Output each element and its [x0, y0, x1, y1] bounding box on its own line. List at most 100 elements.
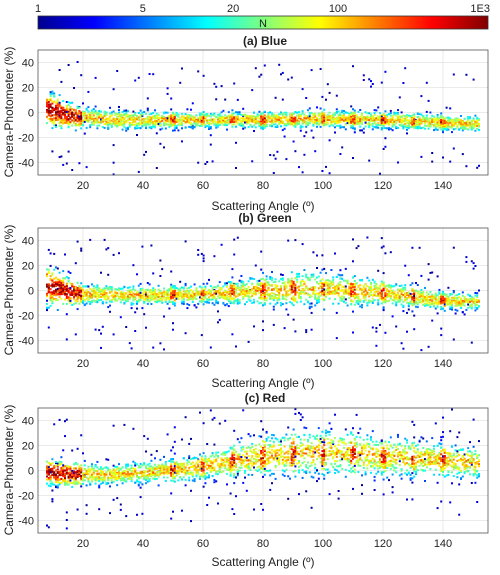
- heatmap-cell: [370, 281, 372, 284]
- heatmap-cell: [170, 124, 173, 127]
- heatmap-cell: [425, 81, 428, 84]
- heatmap-cell: [110, 119, 113, 122]
- heatmap-cell: [96, 300, 99, 303]
- heatmap-cell: [119, 291, 122, 294]
- heatmap-cell: [51, 100, 54, 103]
- heatmap-cell: [175, 296, 178, 299]
- heatmap-cell: [170, 294, 173, 297]
- heatmap-cell: [132, 292, 135, 295]
- heatmap-cell: [60, 292, 63, 295]
- heatmap-cell: [233, 253, 236, 256]
- heatmap-cell: [73, 285, 75, 288]
- heatmap-cell: [425, 120, 428, 123]
- heatmap-cell: [425, 110, 428, 113]
- heatmap-cell: [49, 252, 52, 255]
- heatmap-cell: [67, 101, 70, 104]
- heatmap-cell: [195, 298, 198, 300]
- heatmap-cell: [276, 290, 279, 293]
- heatmap-cell: [154, 126, 156, 129]
- heatmap-cell: [105, 120, 108, 123]
- heatmap-cell: [236, 118, 239, 121]
- heatmap-cell: [319, 119, 322, 122]
- heatmap-cell: [215, 121, 218, 124]
- heatmap-cell: [47, 109, 50, 112]
- heatmap-cell: [353, 120, 356, 123]
- heatmap-cell: [276, 150, 279, 153]
- heatmap-cell: [218, 290, 221, 292]
- heatmap-cell: [247, 292, 250, 295]
- heatmap-cell: [217, 301, 219, 303]
- heatmap-cell: [152, 125, 155, 128]
- heatmap-cell: [94, 76, 97, 79]
- heatmap-cell: [244, 293, 246, 296]
- heatmap-cell: [217, 116, 219, 119]
- heatmap-cell: [323, 299, 326, 301]
- heatmap-cell: [328, 292, 331, 295]
- heatmap-cell: [209, 118, 212, 121]
- heatmap-cell: [46, 295, 48, 298]
- heatmap-cell: [460, 115, 462, 117]
- heatmap-cell: [49, 304, 52, 307]
- heatmap-cell: [101, 120, 104, 123]
- heatmap-cell: [49, 275, 52, 278]
- heatmap-cell: [274, 287, 277, 290]
- heatmap-cell: [197, 292, 200, 295]
- heatmap-cell: [107, 273, 110, 276]
- heatmap-cell: [469, 116, 471, 119]
- heatmap-cell: [289, 285, 291, 288]
- heatmap-cell: [130, 301, 133, 304]
- heatmap-cell: [64, 287, 66, 290]
- heatmap-cell: [128, 297, 131, 300]
- heatmap-cell: [67, 103, 70, 106]
- heatmap-cell: [299, 284, 302, 287]
- heatmap-cell: [357, 119, 360, 122]
- heatmap-cell: [348, 122, 351, 125]
- heatmap-cell: [65, 295, 68, 298]
- heatmap-cell: [224, 122, 227, 125]
- heatmap-cell: [209, 134, 212, 137]
- heatmap-cell: [69, 116, 72, 119]
- heatmap-cell: [258, 120, 261, 123]
- heatmap-cell: [116, 70, 119, 72]
- heatmap-cell: [366, 304, 369, 307]
- heatmap-cell: [226, 121, 228, 124]
- heatmap-cell: [276, 117, 279, 120]
- heatmap-cell: [307, 118, 309, 121]
- heatmap-cell: [278, 288, 281, 291]
- heatmap-cell: [105, 117, 108, 120]
- heatmap-cell: [292, 280, 295, 283]
- heatmap-cell: [46, 273, 48, 276]
- heatmap-cell: [69, 272, 72, 274]
- heatmap-cell: [155, 132, 158, 135]
- heatmap-cell: [272, 154, 275, 157]
- heatmap-cell: [294, 289, 297, 292]
- heatmap-cell: [170, 122, 173, 125]
- heatmap-cell: [427, 123, 430, 126]
- heatmap-cell: [461, 127, 464, 130]
- heatmap-cell: [307, 116, 309, 119]
- heatmap-cell: [281, 277, 284, 280]
- heatmap-cell: [184, 290, 187, 293]
- heatmap-cell: [60, 110, 63, 113]
- heatmap-cell: [245, 121, 248, 124]
- heatmap-cell: [55, 117, 57, 120]
- heatmap-cell: [371, 115, 374, 118]
- heatmap-cell: [303, 288, 306, 291]
- heatmap-cell: [96, 291, 99, 294]
- heatmap-cell: [58, 285, 61, 288]
- heatmap-cell: [314, 150, 317, 153]
- heatmap-cell: [100, 114, 102, 116]
- heatmap-cell: [94, 291, 97, 294]
- heatmap-cell: [220, 85, 223, 88]
- heatmap-cell: [229, 119, 232, 121]
- heatmap-cell: [179, 289, 182, 292]
- heatmap-cell: [204, 287, 207, 290]
- heatmap-cell: [281, 297, 284, 300]
- heatmap-cell: [377, 269, 380, 272]
- heatmap-cell: [152, 289, 155, 292]
- heatmap-cell: [316, 106, 318, 109]
- heatmap-cell: [152, 272, 155, 275]
- heatmap-cell: [253, 287, 255, 290]
- heatmap-cell: [416, 113, 419, 115]
- heatmap-cell: [375, 287, 378, 290]
